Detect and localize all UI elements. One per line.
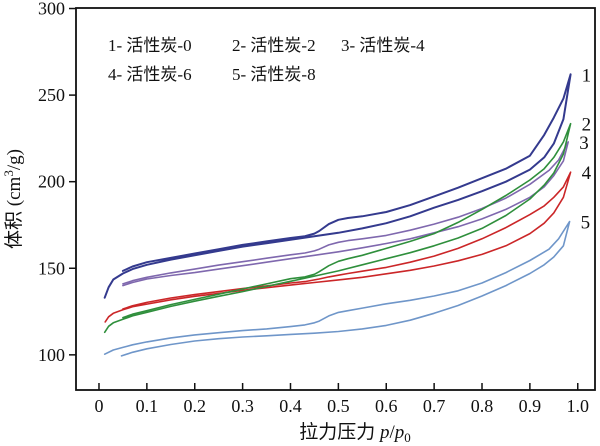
y-axis-title: 体积 (cm3/g) <box>1 149 25 249</box>
x-tick-label: 0.7 <box>423 396 446 416</box>
legend-entry: 1- 活性炭-0 <box>108 36 192 55</box>
x-axis-title-sub: 0 <box>404 430 411 445</box>
y-tick-label: 200 <box>38 172 65 192</box>
series-1-curve <box>103 73 572 299</box>
x-tick-label: 0.3 <box>231 396 254 416</box>
series-3: 3 <box>122 133 589 287</box>
x-axis-title-p2: p <box>393 422 405 443</box>
x-tick-label: 0.5 <box>327 396 350 416</box>
series-5-end-label: 5 <box>581 213 591 234</box>
series-2-end-label: 2 <box>582 115 592 136</box>
series-3-end-label: 3 <box>579 133 589 154</box>
x-tick-label: 1.0 <box>567 396 590 416</box>
x-tick-label: 0.4 <box>279 396 302 416</box>
y-tick-label: 100 <box>38 345 65 365</box>
legend-entry: 2- 活性炭-2 <box>232 36 316 55</box>
legend-entry: 5- 活性炭-8 <box>232 65 316 84</box>
x-axis: 0 0.1 0.2 0.3 0.4 0.5 0.6 0.7 0.8 0.9 1.0 <box>94 383 589 416</box>
x-tick-label: 0.6 <box>375 396 398 416</box>
x-tick-label: 0.2 <box>183 396 206 416</box>
y-tick-label: 300 <box>38 0 65 19</box>
series-5-curve <box>103 220 571 357</box>
plot-border <box>75 7 596 391</box>
x-axis-title-main: 拉力压力 <box>299 421 380 443</box>
series-2: 2 <box>103 115 592 334</box>
series-4-curve <box>104 171 572 323</box>
series-2-curve <box>103 122 572 334</box>
y-axis-title-suffix: /g) <box>4 149 25 170</box>
y-axis: 100 150 200 250 300 <box>38 0 76 365</box>
series-5: 5 <box>103 213 591 357</box>
series-1-end-label: 1 <box>582 65 592 86</box>
legend: 1- 活性炭-0 2- 活性炭-2 3- 活性炭-4 4- 活性炭-6 5- 活性炭-8 <box>108 36 425 84</box>
legend-entry: 3- 活性炭-4 <box>341 36 425 55</box>
legend-entry: 4- 活性炭-6 <box>108 65 192 84</box>
y-axis-title-prefix: 体积 (cm <box>3 176 25 249</box>
x-tick-label: 0.9 <box>519 396 542 416</box>
series-3-curve <box>122 141 569 287</box>
x-axis-title: 拉力压力 p/p0 <box>299 421 411 445</box>
y-tick-label: 250 <box>38 85 65 105</box>
x-axis-title-slash: / <box>389 422 395 443</box>
series-1: 1 <box>103 65 592 299</box>
series-4-end-label: 4 <box>582 163 592 184</box>
x-tick-label: 0 <box>94 396 103 416</box>
y-tick-label: 150 <box>38 258 65 278</box>
x-tick-label: 0.8 <box>471 396 494 416</box>
x-axis-title-p1: p <box>378 422 390 443</box>
y-axis-title-sup: 3 <box>1 170 16 177</box>
x-tick-label: 0.1 <box>136 396 159 416</box>
